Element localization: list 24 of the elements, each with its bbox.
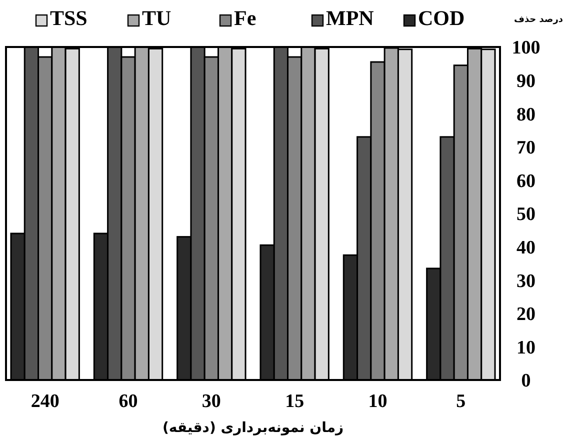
y-tick-label: 10 xyxy=(516,337,536,358)
x-axis-title: زمان نمونه‌برداری (دقیقه) xyxy=(162,420,344,436)
y-tick-label: 30 xyxy=(516,270,536,292)
legend-label: MPN xyxy=(326,6,374,30)
y-tick-label: 70 xyxy=(516,138,536,159)
x-tick-label: 60 xyxy=(118,391,138,412)
x-tick-label: 240 xyxy=(30,391,60,412)
y-tick-label: 90 xyxy=(516,70,536,92)
y-tick-label: 60 xyxy=(516,170,536,192)
legend-label: TU xyxy=(142,6,172,30)
x-tick-label: 15 xyxy=(285,391,304,412)
y-axis-title: درصد حذف xyxy=(514,15,564,25)
y-tick-label: 20 xyxy=(516,304,536,326)
y-tick-label: 80 xyxy=(516,104,536,126)
x-tick-label: 30 xyxy=(202,391,221,412)
legend-label: TSS xyxy=(50,6,88,30)
y-tick-label: 50 xyxy=(516,204,536,226)
legend-label: COD xyxy=(418,6,465,30)
x-tick-label: 10 xyxy=(368,391,388,412)
y-tick-label: 40 xyxy=(516,237,536,258)
x-tick-label: 5 xyxy=(456,391,466,412)
legend-label: Fe xyxy=(234,6,256,30)
y-tick-label: 0 xyxy=(521,370,531,392)
y-tick-label: 100 xyxy=(512,38,540,59)
